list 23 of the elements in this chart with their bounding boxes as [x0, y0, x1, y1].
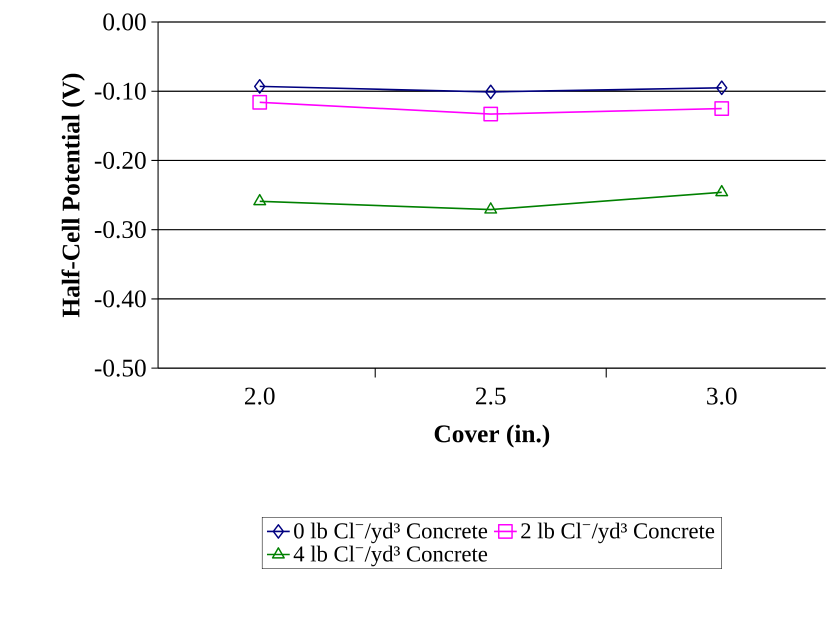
y-axis-title: Half-Cell Potential (V) [62, 74, 85, 318]
y-tick-label: -0.20 [94, 152, 146, 170]
legend-label: 0 lb Cl$^{−}$/yd³ Concrete [294, 522, 488, 544]
point [483, 106, 498, 122]
x-tick-label: 2.5 [476, 388, 506, 405]
point [484, 202, 498, 214]
point [254, 79, 266, 94]
point [716, 80, 728, 96]
y-tick-label: -0.40 [94, 290, 146, 308]
y-tick-label: -0.30 [94, 221, 146, 238]
legend-label: 2 lb Cl$^{−}$/yd³ Concrete [521, 522, 714, 544]
point [715, 184, 728, 196]
point [252, 94, 268, 110]
x-tick-label: 2.0 [244, 388, 275, 405]
point [484, 84, 496, 100]
x-tick-label: 3.0 [707, 388, 737, 405]
legend-label: 4 lb Cl$^{−}$/yd³ Concrete [294, 546, 488, 566]
y-tick-label: -0.50 [94, 360, 146, 377]
x-axis-title: Cover (in.) [434, 424, 550, 448]
y-tick-label: 0.00 [103, 13, 146, 31]
point [714, 101, 730, 116]
y-tick-label: -0.10 [94, 82, 146, 100]
point [253, 194, 266, 206]
